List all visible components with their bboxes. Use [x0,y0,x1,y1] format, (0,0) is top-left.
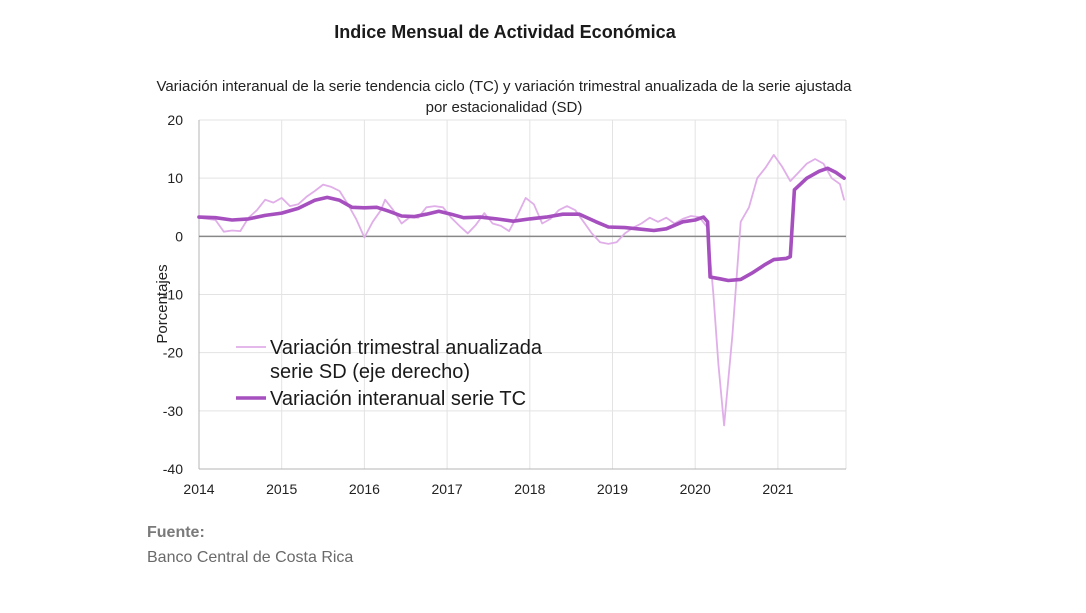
grid-lines [198,119,847,470]
x-tick-label: 2020 [680,481,711,497]
series-line-2 [197,166,846,283]
x-tick-label: 2019 [597,481,628,497]
chart-title: Indice Mensual de Actividad Económica [334,22,676,42]
legend-label: Variación interanual serie TC [270,388,526,410]
y-tick-label: -30 [163,403,183,419]
x-tick-label: 2018 [514,481,545,497]
source-label: Fuente: [147,524,205,541]
y-tick-label: 20 [167,112,183,128]
chart-subtitle: Variación interanual de la serie tendenc… [156,78,852,116]
y-tick-label: -20 [163,345,183,361]
y-tick-label: 0 [175,228,183,244]
series-lines [197,154,846,427]
x-tick-label: 2017 [432,481,463,497]
y-tick-label: 10 [167,170,183,186]
x-axis-ticks: 2014 2015 2016 2017 2018 2019 2020 2021 [183,481,793,497]
source-text: Banco Central de Costa Rica [147,549,354,566]
y-tick-label: -40 [163,461,183,477]
y-axis-label: Porcentajes [154,264,171,343]
x-tick-label: 2021 [762,481,793,497]
x-tick-label: 2014 [183,481,214,497]
x-tick-label: 2015 [266,481,297,497]
legend: Variación trimestral anualizada serie SD … [236,337,543,410]
y-tick-label: -10 [163,287,183,303]
y-axis-ticks: 20 10 0 -10 -20 -30 -40 [163,112,183,477]
x-tick-label: 2016 [349,481,380,497]
series-line-1 [198,154,845,427]
legend-label: Variación trimestral anualizada serie SD … [270,337,543,383]
